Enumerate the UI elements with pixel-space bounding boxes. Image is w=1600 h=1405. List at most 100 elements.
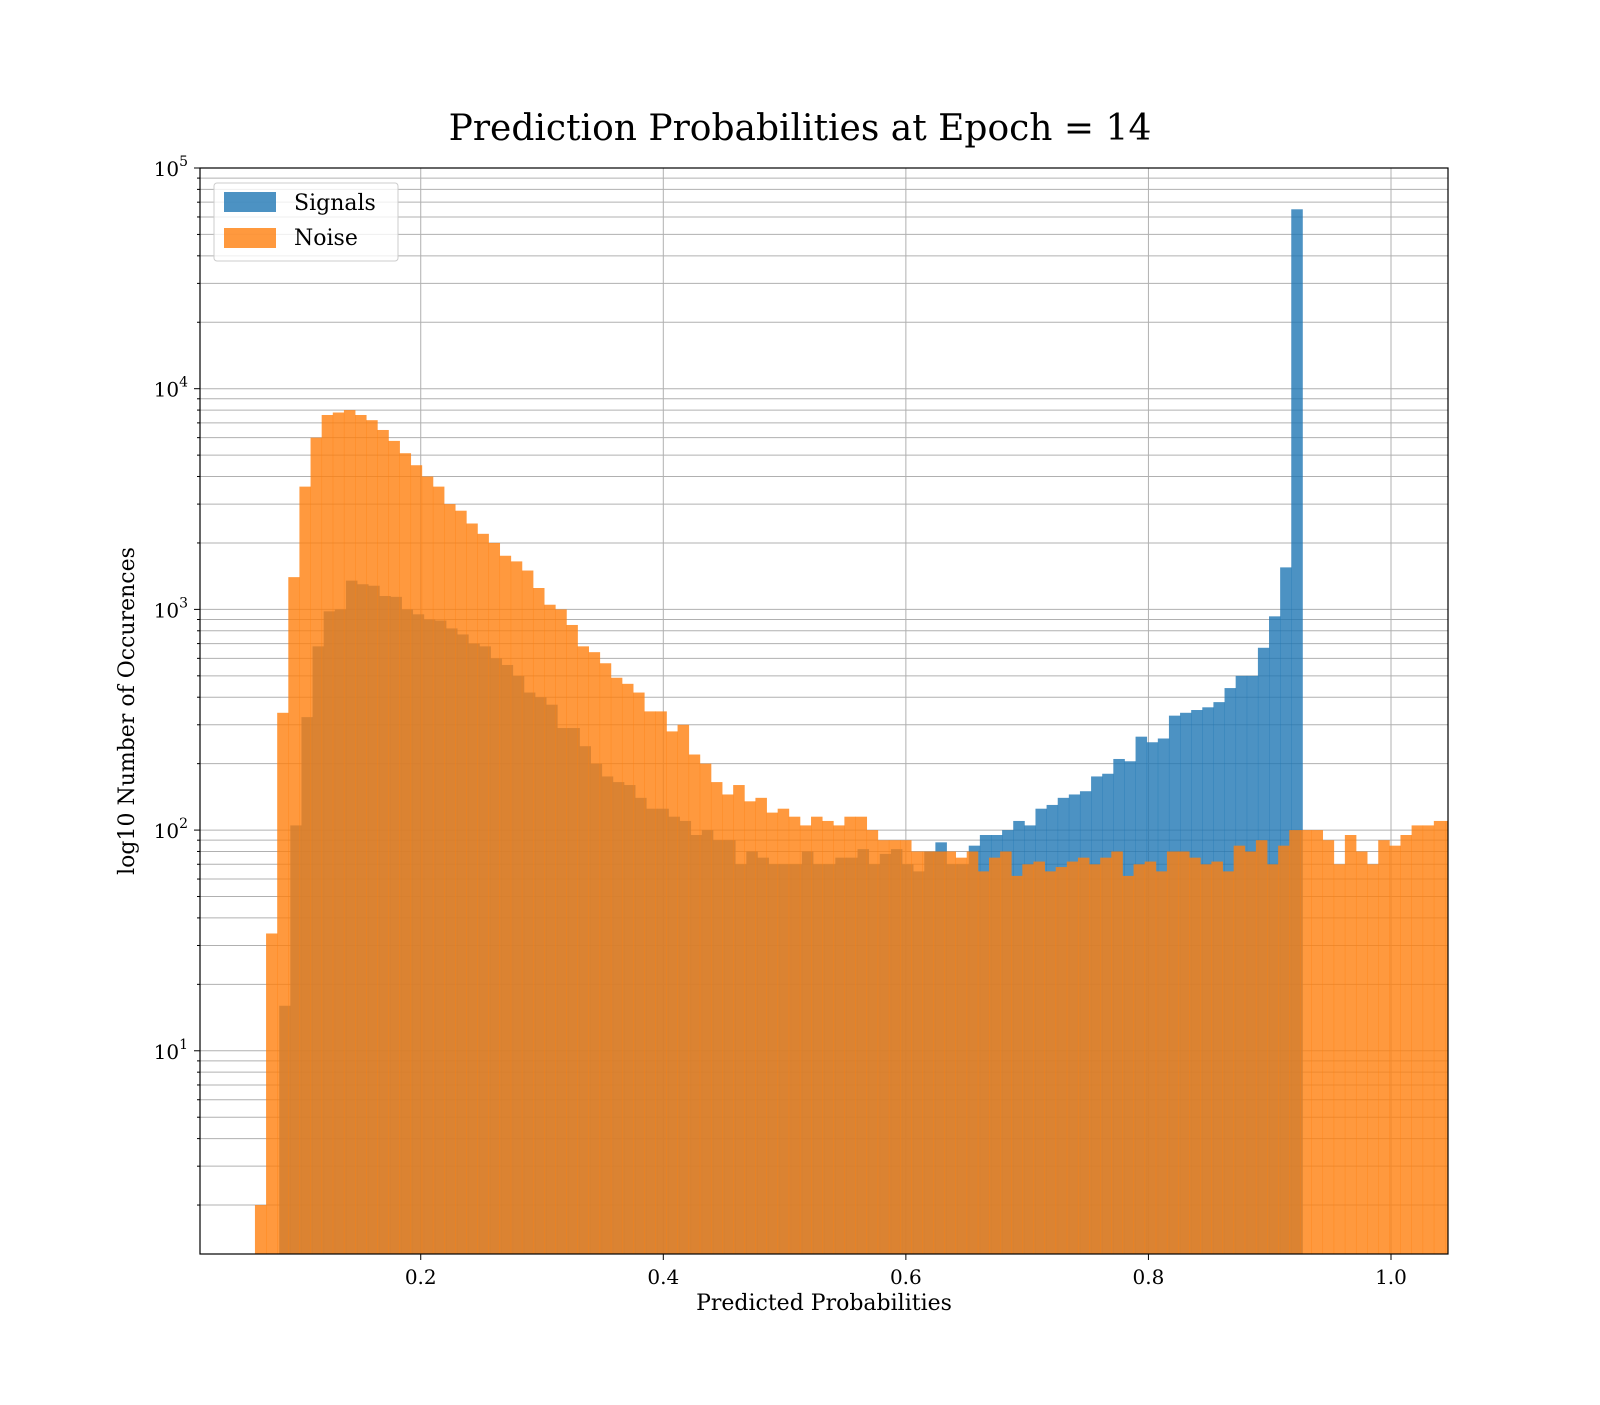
- bar-noise: [299, 486, 311, 1254]
- bar-noise: [777, 808, 790, 1254]
- bar-noise: [421, 476, 434, 1255]
- bar-noise: [1411, 825, 1424, 1254]
- bar-noise: [366, 420, 378, 1254]
- series-noise: [254, 410, 1449, 1255]
- legend: Signals Noise: [213, 182, 399, 262]
- bar-noise: [1189, 857, 1201, 1254]
- bar-noise: [766, 812, 779, 1254]
- bar-noise: [899, 840, 912, 1254]
- bar-signals: [1291, 209, 1303, 1255]
- bar-noise: [677, 724, 690, 1254]
- bar-noise: [822, 820, 834, 1254]
- bar-noise: [388, 440, 400, 1254]
- bar-noise: [544, 604, 556, 1254]
- bar-noise: [343, 410, 356, 1254]
- bar-noise: [699, 763, 712, 1254]
- bar-noise: [599, 663, 612, 1254]
- bar-noise: [1389, 845, 1401, 1254]
- bar-noise: [1077, 857, 1090, 1254]
- bar-noise: [933, 851, 945, 1254]
- bar-noise: [844, 816, 856, 1254]
- bar-noise: [444, 504, 456, 1255]
- y-tick-label: 102: [154, 816, 188, 843]
- bar-noise: [332, 412, 345, 1254]
- bar-noise: [1178, 851, 1190, 1254]
- bar-noise: [1300, 830, 1312, 1254]
- bar-noise: [1100, 857, 1112, 1254]
- bar-noise: [1344, 835, 1357, 1254]
- bar-noise: [310, 437, 323, 1254]
- bar-noise: [744, 801, 756, 1254]
- bar-noise: [1278, 845, 1290, 1254]
- legend-swatch-signals: [224, 192, 276, 212]
- y-axis-ticks: 101 102 103 104 105: [154, 154, 200, 1206]
- bar-noise: [988, 857, 1001, 1254]
- y-axis-label: log10 Number of Occurences: [115, 547, 140, 875]
- bar-noise: [1255, 840, 1268, 1254]
- bar-noise: [733, 785, 745, 1254]
- bar-noise: [355, 414, 367, 1255]
- bar-noise: [466, 523, 478, 1254]
- bar-noise: [1244, 851, 1257, 1254]
- bar-noise: [1044, 871, 1057, 1254]
- bar-noise: [1367, 864, 1379, 1254]
- bar-noise: [399, 453, 412, 1254]
- bar-noise: [1122, 875, 1134, 1254]
- bar-noise: [621, 683, 634, 1254]
- y-tick-label: 104: [154, 375, 188, 402]
- legend-label-noise: Noise: [294, 226, 358, 251]
- bar-noise: [799, 825, 812, 1254]
- bar-noise: [1089, 864, 1101, 1254]
- bar-noise: [1022, 864, 1034, 1254]
- bar-noise: [577, 646, 589, 1254]
- bar-noise: [1011, 875, 1023, 1254]
- bar-noise: [633, 692, 645, 1254]
- bar-noise: [1378, 840, 1390, 1254]
- y-tick-label: 101: [154, 1037, 188, 1064]
- bar-noise: [455, 510, 467, 1254]
- y-tick-label: 105: [154, 154, 188, 181]
- bar-noise: [1133, 864, 1146, 1254]
- bar-noise: [321, 414, 334, 1255]
- bar-noise: [266, 933, 278, 1254]
- bar-noise: [888, 840, 901, 1254]
- bar-noise: [1422, 825, 1435, 1254]
- bar-noise: [1222, 871, 1235, 1254]
- bar-noise: [966, 851, 979, 1254]
- bar-noise: [1066, 861, 1079, 1254]
- bar-noise: [499, 555, 512, 1254]
- bar-noise: [1444, 820, 1449, 1254]
- bar-noise: [866, 830, 879, 1254]
- bar-noise: [521, 570, 534, 1254]
- bar-noise: [877, 840, 890, 1254]
- bar-noise: [955, 857, 968, 1254]
- bar-noise: [432, 486, 445, 1254]
- x-tick-label: 1.0: [1375, 1265, 1407, 1289]
- bar-noise: [1267, 864, 1279, 1254]
- bar-noise: [1166, 851, 1179, 1254]
- bar-noise: [1433, 820, 1446, 1254]
- bar-noise: [1289, 830, 1301, 1254]
- bar-noise: [1200, 864, 1212, 1254]
- plot-frame: [199, 167, 1449, 1255]
- bar-noise: [377, 429, 389, 1254]
- bar-noise: [566, 624, 578, 1254]
- histogram-bars: [254, 209, 1449, 1255]
- bar-noise: [855, 816, 868, 1254]
- bar-noise: [588, 652, 601, 1254]
- bar-noise: [977, 871, 990, 1254]
- x-axis-ticks: 0.2 0.4 0.6 0.8 1.0: [405, 1254, 1407, 1289]
- bar-noise: [644, 711, 656, 1254]
- bar-noise: [610, 677, 623, 1254]
- bar-noise: [1355, 851, 1368, 1254]
- x-tick-label: 0.6: [890, 1265, 922, 1289]
- bar-noise: [1400, 835, 1412, 1254]
- bar-noise: [1311, 830, 1324, 1254]
- bar-noise: [510, 561, 523, 1254]
- bar-noise: [1233, 845, 1246, 1254]
- bar-noise: [555, 609, 567, 1254]
- bar-noise: [1155, 871, 1168, 1254]
- bar-noise: [1322, 840, 1335, 1254]
